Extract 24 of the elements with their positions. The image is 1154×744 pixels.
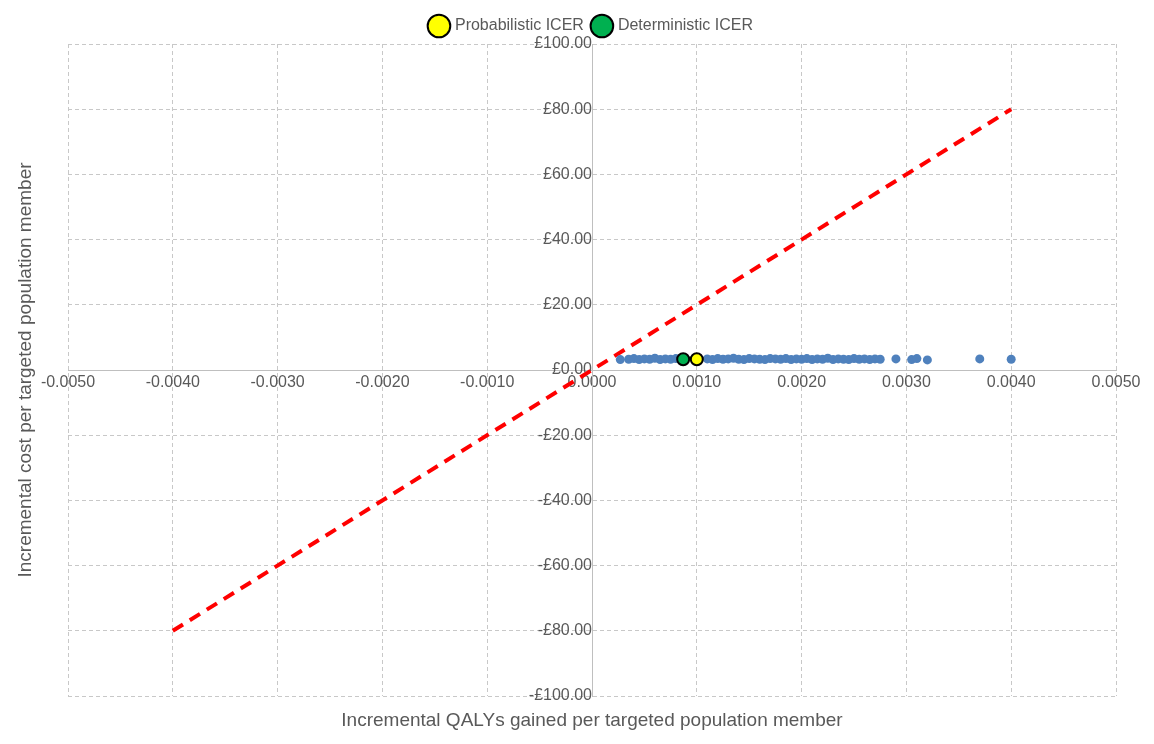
x-tick-label: 0.0020	[777, 373, 827, 391]
x-tick-label: -0.0030	[250, 373, 305, 391]
y-tick-label: £100.00	[534, 34, 593, 52]
x-tick-label: 0.0010	[672, 373, 722, 391]
y-tick-label: -£40.00	[537, 490, 593, 508]
legend-label: Deterministic ICER	[617, 16, 754, 34]
x-tick-label: 0.0050	[1091, 373, 1141, 391]
y-tick-label: -£20.00	[537, 425, 593, 443]
x-tick-label: -0.0010	[460, 373, 515, 391]
y-tick-label: -£80.00	[537, 621, 593, 639]
x-tick-label: -0.0040	[145, 373, 201, 391]
y-tick-label: -£100.00	[528, 686, 593, 704]
y-axis-title: Incremental cost per targeted population member	[14, 161, 36, 578]
y-tick-label: £20.00	[543, 295, 593, 313]
y-tick-label: £80.00	[543, 99, 593, 117]
legend-label: Probabilistic ICER	[454, 16, 584, 34]
y-tick-label: £60.00	[543, 164, 593, 182]
x-axis-title: Incremental QALYs gained per targeted population member	[341, 708, 844, 730]
x-tick-label: -0.0020	[355, 373, 410, 391]
x-tick-label: 0.0030	[881, 373, 931, 391]
y-tick-label: £40.00	[543, 230, 593, 248]
x-tick-label: 0.0040	[986, 373, 1036, 391]
x-tick-label: -0.0050	[40, 373, 96, 391]
y-tick-label: -£60.00	[537, 556, 593, 574]
